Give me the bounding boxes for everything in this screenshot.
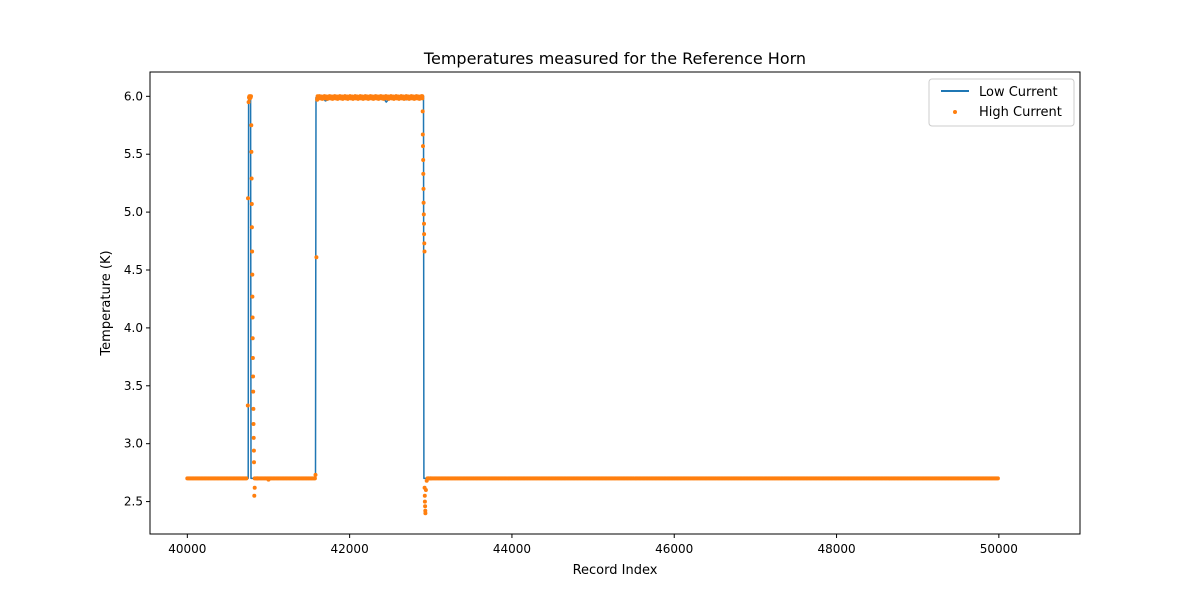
high-current-point bbox=[421, 171, 426, 176]
high-current-point bbox=[250, 336, 255, 341]
x-tick-label: 46000 bbox=[655, 542, 693, 556]
high-current-point bbox=[249, 176, 254, 181]
high-current-point bbox=[255, 476, 260, 481]
y-tick-label: 5.5 bbox=[124, 147, 143, 161]
y-tick-label: 3.0 bbox=[124, 437, 143, 451]
high-current-point bbox=[252, 493, 257, 498]
x-tick-label: 50000 bbox=[980, 542, 1018, 556]
high-current-point bbox=[251, 389, 256, 394]
high-current-point bbox=[250, 315, 255, 320]
high-current-point bbox=[313, 472, 318, 477]
high-current-point bbox=[250, 356, 255, 360]
high-current-point bbox=[252, 485, 257, 490]
high-current-point bbox=[251, 435, 256, 440]
high-current-point bbox=[249, 123, 254, 128]
high-current-point bbox=[266, 477, 271, 482]
high-current-point bbox=[250, 272, 255, 277]
high-current-point bbox=[312, 476, 317, 481]
high-current-point bbox=[249, 225, 254, 230]
x-tick-label: 48000 bbox=[817, 542, 855, 556]
y-tick-label: 4.5 bbox=[124, 263, 143, 277]
series-layer bbox=[185, 94, 1000, 516]
x-axis: 40000 42000 44000 46000 48000 50000 bbox=[168, 534, 1018, 556]
high-current-point bbox=[315, 94, 320, 99]
high-current-point bbox=[995, 476, 1000, 481]
high-current-point bbox=[422, 221, 426, 226]
high-current-point bbox=[251, 422, 256, 426]
high-current-point bbox=[422, 249, 427, 254]
high-current-point bbox=[244, 476, 249, 481]
high-current-point bbox=[423, 504, 428, 509]
plot-frame bbox=[149, 71, 1081, 535]
high-current-point bbox=[422, 493, 427, 498]
high-current-point bbox=[421, 144, 425, 149]
high-current-point bbox=[422, 499, 427, 504]
high-current-point bbox=[249, 149, 254, 154]
legend: Low Current High Current bbox=[928, 78, 1075, 127]
high-current-point bbox=[428, 476, 433, 481]
high-current-point bbox=[246, 100, 251, 105]
high-current-point bbox=[252, 460, 256, 465]
high-current-point bbox=[250, 294, 255, 299]
x-tick-label: 44000 bbox=[493, 542, 531, 556]
high-current-point bbox=[251, 448, 256, 453]
legend-high-current-swatch bbox=[953, 110, 957, 114]
high-current-point bbox=[246, 196, 250, 201]
high-current-point bbox=[421, 200, 426, 205]
y-tick-label: 3.5 bbox=[124, 379, 143, 393]
high-current-point bbox=[249, 94, 253, 99]
y-axis-label: Temperature (K) bbox=[99, 250, 114, 356]
high-current-point bbox=[421, 186, 426, 191]
legend-high-current-label: High Current bbox=[979, 105, 1062, 120]
high-current-point bbox=[423, 511, 428, 516]
x-tick-label: 40000 bbox=[168, 542, 206, 556]
high-current-point bbox=[251, 406, 256, 411]
high-current-point bbox=[423, 488, 428, 492]
high-current-point bbox=[249, 202, 254, 206]
high-current-point bbox=[422, 241, 427, 246]
plot-area bbox=[149, 71, 1081, 535]
y-tick-label: 6.0 bbox=[124, 89, 143, 103]
chart-title: Temperatures measured for the Reference … bbox=[423, 49, 806, 68]
high-current-point bbox=[420, 109, 425, 114]
high-current-point bbox=[314, 255, 319, 260]
high-current-point bbox=[315, 97, 320, 102]
legend-low-current-label: Low Current bbox=[979, 85, 1058, 100]
x-tick-label: 42000 bbox=[331, 542, 369, 556]
high-current-point bbox=[245, 403, 250, 408]
high-current-point bbox=[251, 374, 256, 379]
y-axis: 2.5 3.0 3.5 4.0 4.5 5.0 5.5 6.0 bbox=[124, 89, 150, 509]
high-current-point bbox=[421, 212, 426, 217]
high-current-point bbox=[420, 132, 425, 137]
high-current-point bbox=[420, 94, 425, 99]
high-current-point bbox=[250, 249, 255, 254]
high-current-point bbox=[421, 158, 426, 162]
y-tick-label: 2.5 bbox=[124, 495, 143, 509]
high-current-point bbox=[422, 232, 427, 237]
y-tick-label: 4.0 bbox=[124, 321, 143, 335]
x-axis-label: Record Index bbox=[573, 563, 658, 578]
y-tick-label: 5.0 bbox=[124, 205, 143, 219]
